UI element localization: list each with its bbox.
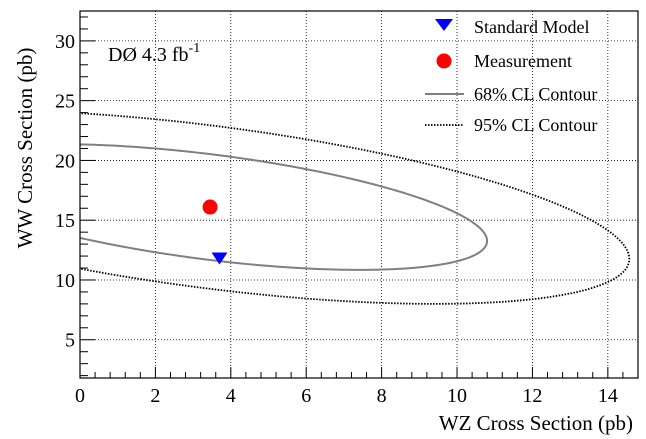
y-tick-label: 5 <box>65 330 75 352</box>
y-tick-label: 15 <box>55 210 75 232</box>
markers <box>202 199 228 265</box>
y-axis-title: WW Cross Section (pb) <box>13 48 37 249</box>
y-tick-label: 10 <box>55 270 75 292</box>
x-tick-label: 4 <box>226 385 236 407</box>
standard-model-marker <box>211 252 228 265</box>
y-tick-label: 25 <box>55 91 75 113</box>
plot-frame <box>79 10 639 379</box>
tick-labels: 0 2 4 6 8 10 12 14 5 10 15 20 25 30 <box>55 31 618 407</box>
y-tick-label: 20 <box>55 150 75 172</box>
axis-ticks <box>79 16 639 378</box>
x-tick-label: 6 <box>301 385 311 407</box>
y-tick-label: 30 <box>55 31 75 53</box>
legend-label-measurement: Measurement <box>474 51 572 71</box>
experiment-label-text: DØ 4.3 fb <box>108 44 189 66</box>
legend-label-68-contour: 68% CL Contour <box>474 84 597 104</box>
measurement-marker <box>202 199 218 215</box>
x-tick-label: 14 <box>598 385 618 407</box>
legend-symbol-standard-model <box>435 19 453 31</box>
legend-label-standard-model: Standard Model <box>474 17 589 37</box>
experiment-label: DØ 4.3 fb-1 <box>108 41 200 66</box>
x-tick-label: 12 <box>522 385 542 407</box>
contour-95cl <box>80 112 631 305</box>
legend-symbol-measurement <box>436 53 452 69</box>
legend: Standard Model Measurement 68% CL Contou… <box>425 17 597 135</box>
x-axis-title: WZ Cross Section (pb) <box>439 411 633 435</box>
x-tick-label: 8 <box>377 385 387 407</box>
x-tick-label: 10 <box>447 385 467 407</box>
x-tick-label: 2 <box>150 385 160 407</box>
contour-68cl <box>80 143 489 271</box>
x-tick-label: 0 <box>75 385 85 407</box>
contours <box>80 112 631 305</box>
legend-label-95-contour: 95% CL Contour <box>474 115 597 135</box>
experiment-label-superscript: -1 <box>189 41 201 56</box>
svg-text:DØ 4.3 fb-1: DØ 4.3 fb-1 <box>108 41 200 66</box>
